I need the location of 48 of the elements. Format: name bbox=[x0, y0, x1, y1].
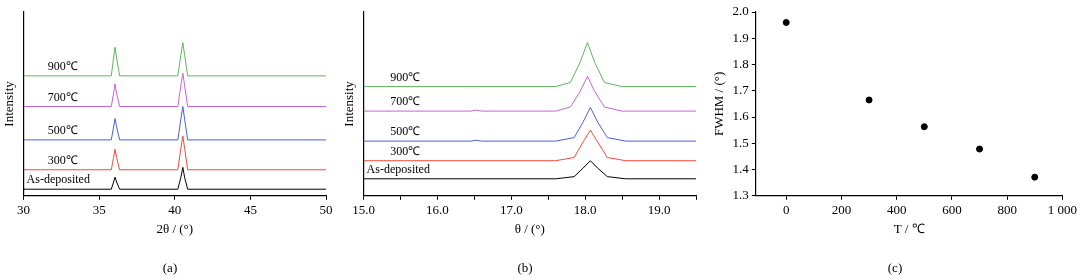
x-axis-title: 2θ / (°) bbox=[156, 220, 194, 236]
x-axis-title: T / ℃ bbox=[893, 220, 925, 236]
point bbox=[865, 96, 873, 104]
y-tick-label: 1.9 bbox=[732, 29, 749, 45]
x-tick-label: 19.0 bbox=[647, 202, 671, 218]
x-tick-label: 200 bbox=[831, 202, 852, 218]
y-tick-label: 1.3 bbox=[732, 187, 749, 203]
y-tick-label: 1.8 bbox=[732, 55, 749, 71]
y-tick-label: 1.7 bbox=[732, 82, 750, 98]
x-tick-label: 1 000 bbox=[1047, 202, 1077, 218]
y-tick-label: 1.6 bbox=[732, 108, 750, 124]
text: (a) bbox=[161, 260, 179, 276]
series-label: 700℃ bbox=[47, 89, 78, 104]
text: (b) bbox=[516, 260, 534, 276]
y-tick-label: 1.4 bbox=[732, 160, 750, 176]
y-tick-label: 1.5 bbox=[732, 134, 749, 150]
x-tick-label: 16.0 bbox=[426, 202, 449, 218]
x-tick-label: 35 bbox=[92, 202, 106, 218]
x-tick-label: 17.0 bbox=[499, 202, 523, 218]
x-tick-label: 800 bbox=[997, 202, 1017, 218]
series-label: 500℃ bbox=[390, 124, 421, 139]
series-label: 300℃ bbox=[390, 143, 421, 158]
series-label: As-deposited bbox=[366, 161, 430, 176]
y-axis-title: FWHM / (°) bbox=[711, 71, 727, 137]
point bbox=[976, 145, 984, 153]
y-axis-title: Intensity bbox=[1, 80, 17, 127]
y-axis-title: Intensity bbox=[341, 80, 357, 127]
point bbox=[920, 123, 928, 131]
series-label: 500℃ bbox=[47, 123, 78, 138]
x-tick-label: 50 bbox=[319, 202, 333, 218]
x-axis-title: θ / (°) bbox=[514, 220, 545, 236]
series-label: 700℃ bbox=[390, 94, 421, 109]
series-label: As-deposited bbox=[26, 172, 90, 187]
x-tick-label: 40 bbox=[168, 202, 182, 218]
x-tick-label: 45 bbox=[243, 202, 257, 218]
x-tick-label: 400 bbox=[886, 202, 907, 218]
series-label: 900℃ bbox=[47, 59, 78, 74]
point bbox=[782, 19, 790, 26]
x-tick-label: 15.0 bbox=[352, 202, 375, 218]
x-tick-label: 0 bbox=[782, 202, 790, 218]
x-tick-label: 18.0 bbox=[573, 202, 597, 218]
x-tick-label: 600 bbox=[942, 202, 962, 218]
text: (c) bbox=[886, 260, 904, 276]
series-label: 900℃ bbox=[390, 69, 421, 84]
y-tick-label: 2.0 bbox=[732, 3, 749, 19]
x-tick-label: 30 bbox=[17, 202, 31, 218]
point bbox=[1031, 173, 1039, 181]
series-label: 300℃ bbox=[47, 152, 78, 167]
